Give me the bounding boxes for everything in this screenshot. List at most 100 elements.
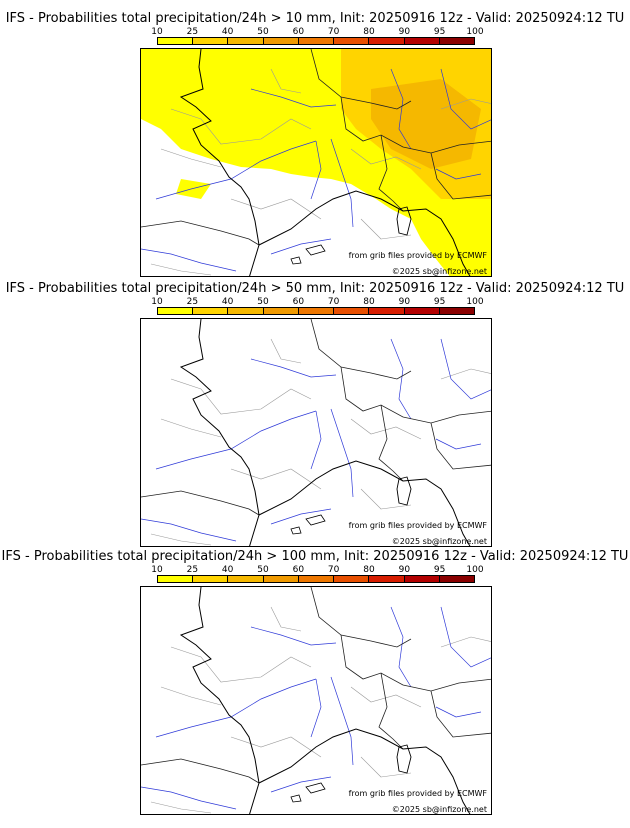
river [270,238,332,255]
river [390,338,412,420]
scale-tick-label: 25 [186,565,199,575]
river [141,518,237,542]
scale-tick-label: 25 [186,297,199,307]
region-boundary [360,488,412,510]
map-canvas [141,49,491,276]
river [270,776,332,793]
country-border [430,690,491,738]
scale-tick-label: 70 [327,297,340,307]
scale-tick-label: 80 [363,565,375,575]
scale-swatch [193,38,229,44]
scale-swatch [158,576,194,582]
river [310,410,322,470]
region-boundary [440,98,491,110]
river [250,358,337,378]
region-boundary [350,148,422,170]
scale-swatch [369,576,405,582]
river [310,678,322,738]
map-panel-100mm: IFS - Probabilities total precipitation/… [0,538,630,815]
scale-swatch [439,308,474,314]
region-boundary [230,468,322,490]
region-boundary [360,218,412,240]
region-boundary [440,636,491,648]
scale-tick-label: 100 [466,297,484,307]
scale-tick-label: 10 [151,565,163,575]
river [390,68,412,150]
precipitation-map: from grib files provided by ECMWF ©2025 … [140,586,492,815]
scale-swatch [228,308,264,314]
river [330,138,354,228]
coastline [179,319,260,546]
scale-swatch [369,308,405,314]
credit-copyright: ©2025 sb@infizone.net [391,537,487,546]
scale-swatch [263,576,299,582]
scale-swatch [298,576,335,582]
river [330,408,354,498]
scale-tick-label: 50 [257,27,269,37]
scale-swatch [334,38,370,44]
scale-tick-label: 80 [363,297,375,307]
region-boundary [170,108,312,145]
scale-swatch [193,576,229,582]
region-boundary [230,736,322,758]
panel-title: IFS - Probabilities total precipitation/… [1,549,629,564]
scale-swatch [334,308,370,314]
scale-swatch [439,38,474,44]
river [330,676,354,766]
river [141,786,237,810]
river [270,508,332,525]
scale-tick-label: 50 [257,297,269,307]
river [440,606,491,668]
island-balearic [305,244,326,256]
scale-swatch [158,38,194,44]
region-boundary [150,533,212,546]
scale-swatch [404,576,440,582]
coastline [258,460,471,546]
scale-tick-label: 60 [292,27,305,37]
region-boundary [170,378,312,415]
scale-tick-label: 90 [398,27,411,37]
scale-tick-label: 25 [186,27,199,37]
color-scale: 10 25 40 50 60 70 80 90 95 100 [151,297,484,317]
scale-bar [157,575,475,583]
region-boundary [170,646,312,683]
country-border [378,404,404,482]
country-border [378,134,404,212]
island-balearic [290,256,302,265]
region-boundary [360,756,412,778]
map-panel-50mm: IFS - Probabilities total precipitation/… [0,270,630,547]
scale-tick-label: 40 [221,565,234,575]
scale-swatch [298,308,335,314]
scale-tick-label: 50 [257,565,269,575]
coastline [258,728,471,814]
island-corsica [396,744,412,774]
scale-tick-label: 80 [363,27,375,37]
island-balearic [305,782,326,794]
map-canvas [141,587,491,814]
country-border [310,49,412,110]
scale-tick-label: 40 [221,27,234,37]
panel-title: IFS - Probabilities total precipitation/… [5,281,625,296]
region-boundary [160,148,222,168]
precipitation-map: from grib files provided by ECMWF ©2025 … [140,48,492,277]
precipitation-map: from grib files provided by ECMWF ©2025 … [140,318,492,547]
scale-tick-label: 100 [466,565,484,575]
river [250,626,337,646]
region-boundary [230,198,322,220]
region-boundary [440,368,491,380]
river [310,140,322,200]
river [435,706,482,718]
scale-tick-label: 70 [327,565,340,575]
country-border [310,587,412,648]
scale-swatch [193,308,229,314]
country-border [340,96,491,154]
river [435,438,482,450]
scale-tick-label: 10 [151,27,163,37]
coastline [179,49,260,276]
scale-swatch [263,308,299,314]
country-border [340,634,491,692]
island-balearic [305,514,326,526]
scale-swatch [334,576,370,582]
scale-tick-label: 95 [433,27,446,37]
country-border [430,152,491,200]
